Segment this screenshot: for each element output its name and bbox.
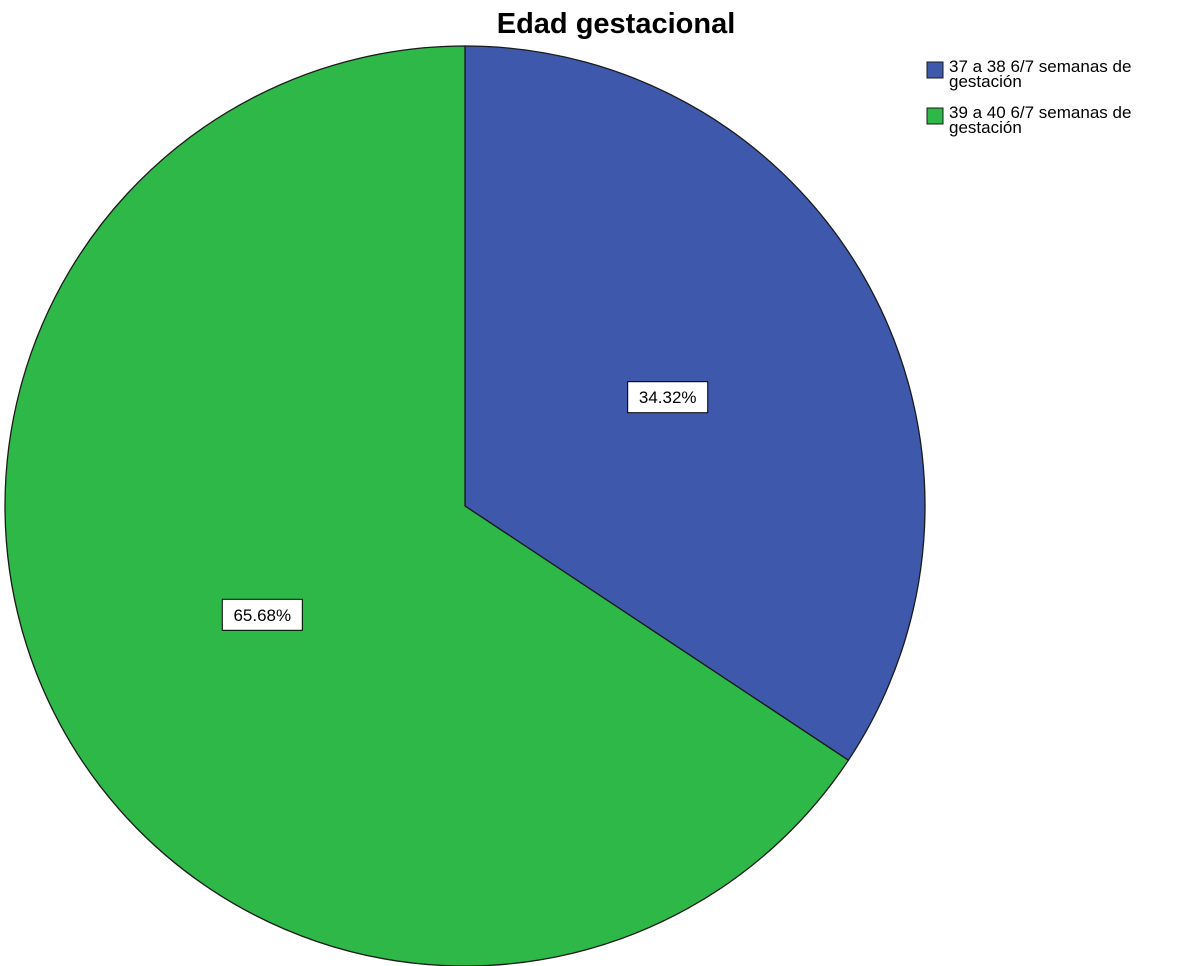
legend-label: 37 a 38 6/7 semanas de <box>949 57 1131 76</box>
pie-slices <box>4 45 926 966</box>
pie-slice-2 <box>4 45 850 966</box>
legend-label: gestación <box>949 72 1022 91</box>
legend-swatch <box>926 107 944 125</box>
legend-label: 39 a 40 6/7 semanas de <box>949 103 1131 122</box>
data-label-text: 65.68% <box>233 606 291 625</box>
data-label-2: 65.68% <box>221 598 303 631</box>
chart-title: Edad gestacional <box>497 8 736 40</box>
data-labels: 34.32% 65.68% <box>221 381 709 631</box>
data-label-1: 34.32% <box>627 381 709 414</box>
data-label-box <box>221 598 303 631</box>
data-label-text: 34.32% <box>639 388 697 407</box>
data-label-box <box>627 381 709 414</box>
legend-swatch <box>926 61 944 79</box>
legend-label: gestación <box>949 118 1022 137</box>
